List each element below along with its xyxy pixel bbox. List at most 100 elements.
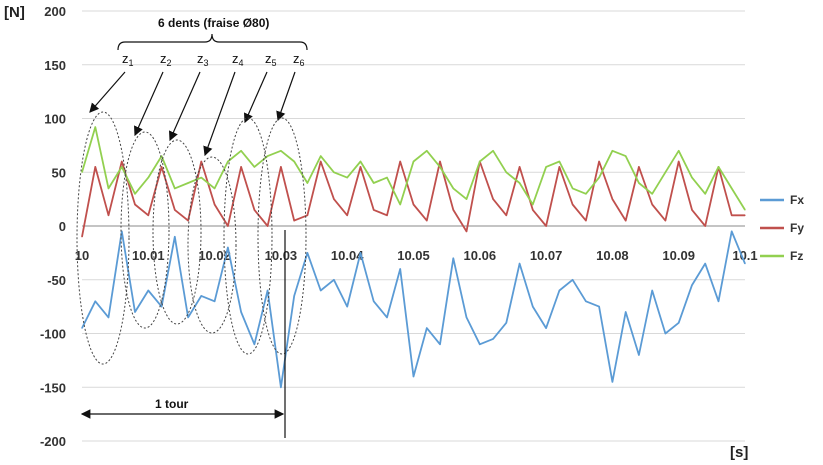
data-point-fz bbox=[399, 203, 401, 206]
data-point-fy bbox=[572, 203, 574, 206]
data-point-fy bbox=[320, 160, 322, 163]
data-point-fx bbox=[452, 257, 454, 259]
data-point-fz bbox=[545, 166, 547, 168]
data-point-fx bbox=[227, 246, 229, 249]
data-point-fy bbox=[227, 225, 229, 227]
data-point-fx bbox=[412, 375, 415, 378]
data-point-fy bbox=[359, 166, 362, 168]
data-point-fx bbox=[731, 230, 733, 232]
tooth-label-z4: z4 bbox=[232, 51, 244, 68]
data-point-fy bbox=[611, 198, 614, 200]
x-tick-label: 10.08 bbox=[596, 248, 629, 263]
data-point-fz bbox=[200, 177, 202, 179]
teeth-brace bbox=[117, 33, 308, 51]
tooth-label-z2: z2 bbox=[160, 51, 172, 68]
y-tick-label: -200 bbox=[40, 434, 66, 449]
data-point-fy bbox=[426, 220, 428, 222]
data-point-fz bbox=[439, 166, 441, 168]
y-tick-label: 0 bbox=[59, 219, 66, 234]
data-point-fx bbox=[691, 284, 693, 286]
data-point-fz bbox=[320, 155, 322, 157]
data-point-fz bbox=[147, 177, 149, 179]
arrow-z2 bbox=[134, 71, 164, 137]
x-tick-label: 10.05 bbox=[397, 248, 430, 263]
data-point-fy bbox=[373, 209, 375, 211]
data-point-fy bbox=[651, 203, 653, 206]
data-point-fz bbox=[346, 177, 348, 179]
x-tick-label: 10 bbox=[75, 248, 89, 263]
data-point-fy bbox=[439, 160, 441, 163]
data-point-fz bbox=[452, 187, 454, 189]
x-tick-labels: 10 10.01 10.02 10.03 10.04 10.05 10.06 10.07 10.… bbox=[75, 248, 758, 263]
tooth-ellipse-z5 bbox=[223, 117, 273, 355]
data-point-fz bbox=[492, 150, 494, 152]
data-point-fy bbox=[532, 209, 534, 211]
tooth-ellipse-z6 bbox=[257, 117, 307, 355]
data-point-fy bbox=[160, 166, 163, 168]
data-point-fx bbox=[320, 289, 322, 292]
data-point-fx bbox=[147, 289, 149, 292]
data-point-fy bbox=[545, 225, 547, 227]
data-point-fy bbox=[598, 160, 600, 163]
data-point-fz bbox=[306, 182, 309, 184]
data-point-fx bbox=[253, 343, 255, 345]
tooth-label-z6: z6 bbox=[293, 51, 305, 68]
x-tick-label: 10.04 bbox=[331, 248, 364, 263]
x-tick-label: 10.01 bbox=[132, 248, 165, 263]
data-point-fx bbox=[386, 316, 388, 318]
tooth-label-z1: z1 bbox=[122, 51, 134, 68]
data-point-fx bbox=[280, 386, 282, 388]
data-point-fz bbox=[359, 160, 362, 163]
data-point-fy bbox=[691, 209, 693, 211]
data-point-fz bbox=[227, 160, 229, 163]
data-point-fx bbox=[479, 343, 481, 345]
data-point-fy bbox=[386, 214, 388, 216]
data-point-fz bbox=[280, 150, 282, 152]
data-point-fx bbox=[359, 252, 362, 254]
data-point-fz bbox=[81, 171, 83, 173]
data-point-fx bbox=[174, 236, 176, 238]
data-point-fy bbox=[412, 203, 415, 206]
data-point-fy bbox=[333, 198, 335, 200]
data-point-fx bbox=[611, 381, 614, 383]
data-point-fy bbox=[558, 166, 560, 168]
data-point-fz bbox=[121, 166, 123, 168]
data-point-fz bbox=[187, 182, 189, 184]
data-point-fz bbox=[214, 187, 216, 189]
legend-label-fz: Fz bbox=[790, 249, 803, 263]
data-point-fx bbox=[426, 327, 428, 329]
data-point-fx bbox=[505, 322, 507, 324]
data-point-fy bbox=[585, 220, 587, 222]
data-point-fx bbox=[704, 263, 706, 265]
y-tick-label: 200 bbox=[44, 4, 66, 19]
data-point-fx bbox=[267, 289, 269, 292]
data-point-fz bbox=[585, 193, 587, 195]
data-point-fz bbox=[333, 171, 335, 173]
arrow-z5 bbox=[243, 71, 268, 124]
data-point-fy bbox=[187, 220, 189, 222]
data-point-fx bbox=[134, 311, 136, 313]
data-point-fz bbox=[107, 187, 110, 189]
legend: Fx Fy Fz bbox=[760, 193, 804, 263]
data-point-fy bbox=[518, 166, 521, 168]
data-point-fz bbox=[717, 166, 720, 168]
teeth-title: 6 dents (fraise Ø80) bbox=[158, 16, 269, 30]
y-tick-labels: 200 150 100 50 0 -50 -100 -150 -200 bbox=[40, 4, 66, 449]
data-point-fz bbox=[691, 177, 693, 179]
data-point-fz bbox=[532, 203, 534, 206]
data-point-fx bbox=[651, 289, 653, 292]
data-point-fx bbox=[518, 263, 521, 265]
tooth-ellipse-z1 bbox=[76, 111, 130, 365]
data-point-fz bbox=[412, 160, 415, 163]
data-point-fy bbox=[452, 209, 454, 211]
tooth-annotations: 6 dents (fraise Ø80) z1 z2 z3 z4 z5 z6 1… bbox=[76, 16, 308, 438]
data-point-fy bbox=[638, 166, 640, 168]
data-point-fx bbox=[558, 289, 560, 292]
data-point-fx bbox=[744, 263, 746, 265]
data-point-fz bbox=[518, 182, 521, 184]
data-point-fy bbox=[147, 214, 149, 216]
data-point-fx bbox=[187, 316, 189, 318]
x-tick-label: 10.1 bbox=[732, 248, 757, 263]
data-point-fx bbox=[638, 354, 640, 356]
data-point-fz bbox=[465, 198, 468, 200]
